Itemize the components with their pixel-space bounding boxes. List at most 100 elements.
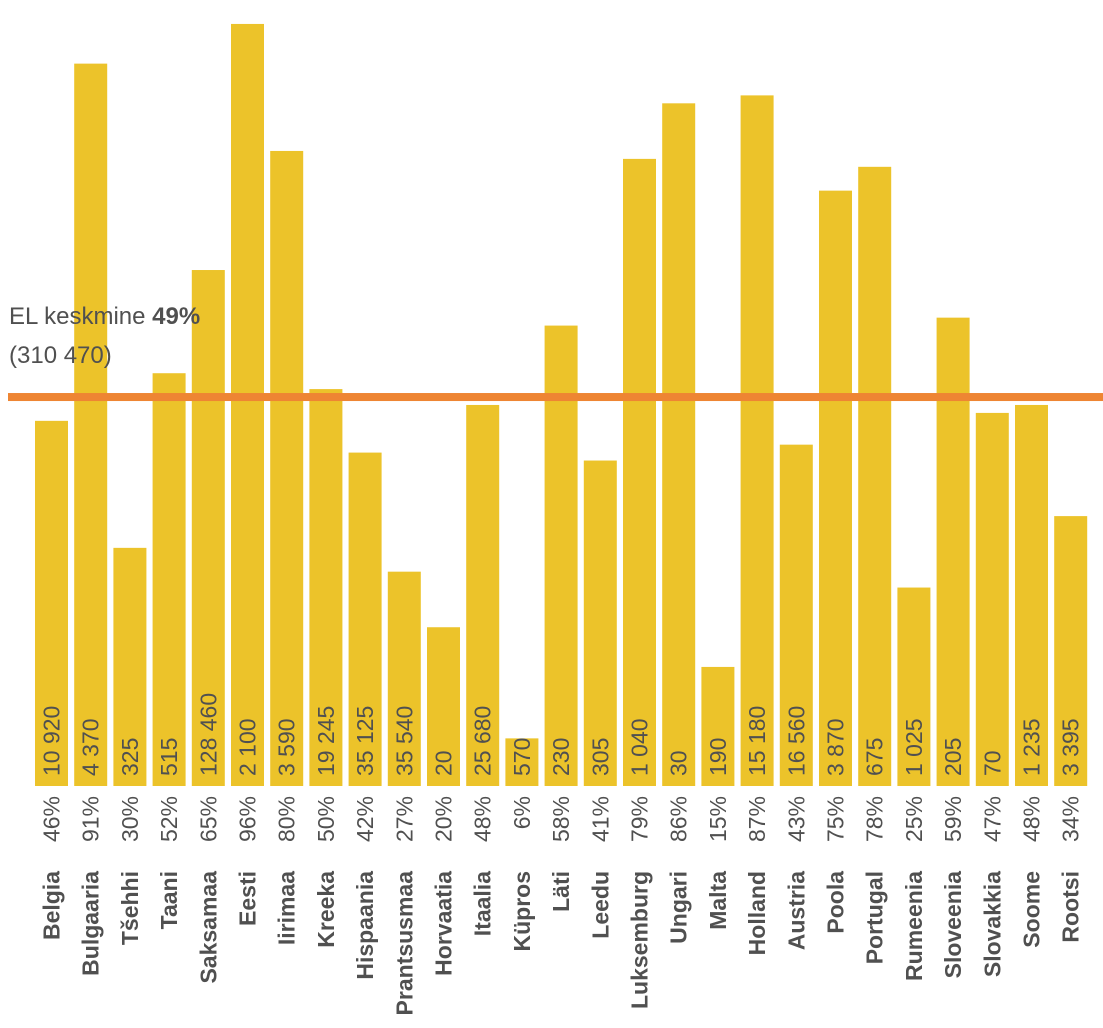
bar-count-label-10: 20 xyxy=(431,750,457,776)
bar-14 xyxy=(583,460,617,786)
bar-count-label-8: 35 125 xyxy=(352,706,378,776)
bar-24 xyxy=(975,412,1009,786)
reference-line-sublabel: (310 470) xyxy=(9,342,112,369)
bar-2 xyxy=(113,547,147,786)
bar-count-label-26: 3 395 xyxy=(1058,718,1084,776)
bar-3 xyxy=(152,373,186,786)
bar-count-label-11: 25 680 xyxy=(470,706,496,776)
percent-label-19: 43% xyxy=(783,796,809,842)
percent-label-1: 91% xyxy=(78,796,104,842)
percent-label-7: 50% xyxy=(313,796,339,842)
bar-6 xyxy=(270,150,304,786)
bar-12 xyxy=(505,738,539,786)
bar-count-labels-group: 10 920 4 370 325 515 128 460 2 100 3 590 19 245… xyxy=(39,693,1084,776)
bar-count-label-22: 1 025 xyxy=(901,718,927,776)
category-label-18: Holland xyxy=(744,871,770,955)
bar-count-label-20: 3 870 xyxy=(823,718,849,776)
bar-8 xyxy=(348,452,382,786)
bar-16 xyxy=(662,103,696,787)
category-label-5: Eesti xyxy=(235,871,261,926)
percent-label-4: 65% xyxy=(195,796,221,842)
percent-label-5: 96% xyxy=(235,796,261,842)
bar-10 xyxy=(427,627,460,786)
bar-25 xyxy=(1015,404,1048,786)
bar-9 xyxy=(387,571,421,786)
bar-count-label-5: 2 100 xyxy=(235,718,261,776)
bar-22 xyxy=(897,587,931,786)
bar-count-label-21: 675 xyxy=(862,738,888,776)
bar-count-label-1: 4 370 xyxy=(78,718,104,776)
bar-count-label-14: 305 xyxy=(587,738,613,776)
category-label-23: Sloveenia xyxy=(940,871,966,979)
reference-line-label-value: 49% xyxy=(152,303,201,330)
percent-label-21: 78% xyxy=(862,796,888,842)
percent-label-16: 86% xyxy=(666,796,692,842)
bar-count-label-24: 70 xyxy=(979,750,1005,776)
reference-line-label-prefix: EL keskmine xyxy=(9,303,146,330)
percent-label-6: 80% xyxy=(274,796,300,842)
percent-label-25: 48% xyxy=(1019,796,1045,842)
reference-line-label: EL keskmine 49% xyxy=(9,303,200,331)
category-label-10: Horvaatia xyxy=(431,871,457,976)
bar-count-label-7: 19 245 xyxy=(313,706,339,776)
percent-label-20: 75% xyxy=(823,796,849,842)
category-label-0: Belgia xyxy=(39,871,65,940)
bar-count-label-19: 16 560 xyxy=(783,706,809,776)
bar-count-label-17: 190 xyxy=(705,738,731,776)
bar-15 xyxy=(623,158,656,786)
bar-count-label-0: 10 920 xyxy=(39,706,65,776)
percent-label-11: 48% xyxy=(470,796,496,842)
category-label-9: Prantsusmaa xyxy=(391,871,417,1016)
bar-count-label-18: 15 180 xyxy=(744,706,770,776)
bar-0 xyxy=(35,420,68,786)
percent-label-24: 47% xyxy=(979,796,1005,842)
percent-label-23: 59% xyxy=(940,796,966,842)
bar-26 xyxy=(1054,516,1088,786)
bar-7 xyxy=(309,389,343,786)
bar-count-label-3: 515 xyxy=(156,738,182,776)
category-label-21: Portugal xyxy=(862,871,888,964)
category-label-17: Malta xyxy=(705,871,731,930)
category-label-7: Kreeka xyxy=(313,871,339,948)
category-label-25: Soome xyxy=(1019,871,1045,948)
percent-label-10: 20% xyxy=(431,796,457,842)
percent-label-9: 27% xyxy=(391,796,417,842)
percent-label-2: 30% xyxy=(117,796,143,842)
percent-label-22: 25% xyxy=(901,796,927,842)
bar-count-label-4: 128 460 xyxy=(195,693,221,776)
category-label-14: Leedu xyxy=(587,871,613,939)
category-label-26: Rootsi xyxy=(1058,871,1084,943)
bar-count-label-9: 35 540 xyxy=(391,706,417,776)
category-label-16: Ungari xyxy=(666,871,692,944)
category-label-3: Taani xyxy=(156,871,182,929)
category-label-8: Hispaania xyxy=(352,871,378,980)
percent-labels-group: 46% 91% 30% 52% 65% 96% 80% 50% 42% 27% 20% 48% 6% 58… xyxy=(39,796,1084,842)
bar-1 xyxy=(74,63,108,787)
bar-23 xyxy=(936,317,970,786)
bar-5 xyxy=(231,23,264,786)
bar-count-label-12: 570 xyxy=(509,738,535,776)
bar-17 xyxy=(701,666,735,786)
category-label-24: Slovakkia xyxy=(979,871,1005,977)
bar-count-label-25: 1 235 xyxy=(1019,718,1045,776)
bar-count-label-2: 325 xyxy=(117,738,143,776)
bars-group xyxy=(35,23,1088,787)
eu-average-line xyxy=(8,393,1103,402)
category-label-22: Rumeenia xyxy=(901,871,927,981)
bar-19 xyxy=(779,444,813,786)
category-label-1: Bulgaaria xyxy=(78,871,104,976)
bar-count-label-16: 30 xyxy=(666,750,692,776)
percent-label-8: 42% xyxy=(352,796,378,842)
percent-label-13: 58% xyxy=(548,796,574,842)
bar-count-label-6: 3 590 xyxy=(274,718,300,776)
category-label-11: Itaalia xyxy=(470,871,496,936)
category-label-6: Iirimaa xyxy=(274,871,300,945)
bar-13 xyxy=(544,325,578,786)
bar-count-label-23: 205 xyxy=(940,738,966,776)
percent-label-18: 87% xyxy=(744,796,770,842)
percent-label-12: 6% xyxy=(509,796,535,829)
category-label-4: Saksamaa xyxy=(195,871,221,984)
percent-label-26: 34% xyxy=(1058,796,1084,842)
percent-label-3: 52% xyxy=(156,796,182,842)
